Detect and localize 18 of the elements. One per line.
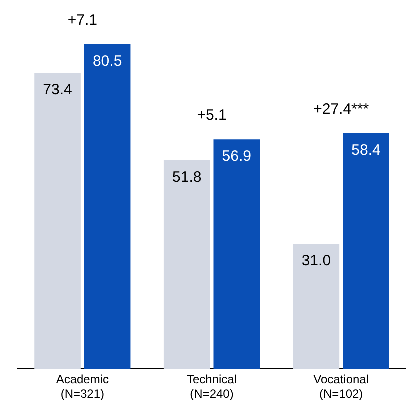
x-tick-label: Technical (N=240) xyxy=(186,372,238,402)
text: +7.1 xyxy=(68,12,98,29)
data-label: 31.0 xyxy=(302,252,332,270)
data-label: 56.9 xyxy=(222,148,252,166)
data-label: 73.4 xyxy=(43,82,72,99)
x-tick-label: Vocational (N=102) xyxy=(314,372,370,402)
bar xyxy=(214,140,260,370)
data-label: 80.5 xyxy=(92,52,122,70)
bar xyxy=(84,44,131,370)
data-label: 58.4 xyxy=(352,142,381,160)
annotation: +27.4*** xyxy=(314,101,370,118)
bar xyxy=(293,244,340,370)
bar xyxy=(343,134,390,370)
bar xyxy=(34,72,81,370)
annotation: +5.1 xyxy=(197,107,227,124)
x-tick-label: Academic (N=321) xyxy=(56,372,110,402)
data-label: 51.8 xyxy=(172,168,202,186)
bar xyxy=(164,160,210,370)
